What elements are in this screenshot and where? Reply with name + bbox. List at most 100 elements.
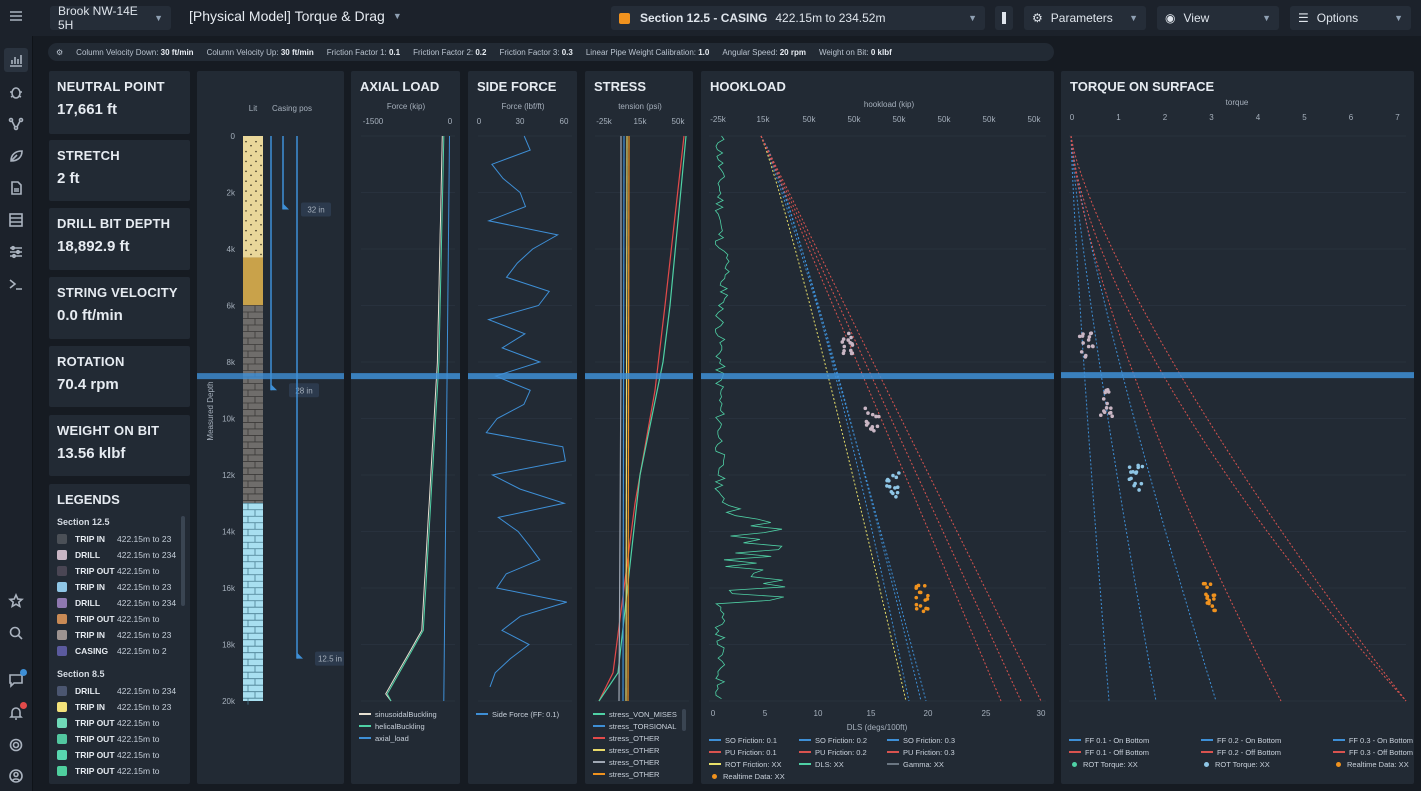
casing-shoe (271, 384, 277, 391)
section-select[interactable]: Section 12.5 - CASING 422.15m to 234.52m… (611, 6, 985, 30)
legend-swatch (57, 630, 67, 640)
legend-label: stress_OTHER (609, 769, 660, 779)
hookload-panel: HOOKLOAD hookload (kip) -25k 15k 50k 50k 50k 5… (701, 71, 1054, 784)
legend-item[interactable]: DRILL 422.15m to 234 (57, 547, 182, 563)
param-item: Friction Factor 3: 0.3 (499, 48, 572, 57)
series-stress-green (598, 135, 687, 702)
legend-entry: SO Friction: 0.1 (709, 734, 799, 746)
realtime-point (885, 484, 889, 488)
realtime-point (846, 338, 851, 342)
param-value: 0.2 (475, 47, 487, 57)
stat-value: 18,892.9 ft (57, 238, 130, 255)
file-icon[interactable] (4, 176, 28, 200)
legend-item[interactable]: TRIP OUT 422.15m to (57, 747, 182, 763)
bug-icon[interactable] (4, 80, 28, 104)
table-icon[interactable] (4, 208, 28, 232)
chart-icon[interactable] (4, 48, 28, 72)
legend-label: FF 0.1 - Off Bottom (1085, 747, 1150, 757)
legend-item[interactable]: TRIP IN 422.15m to 23 (57, 531, 182, 547)
wellbore-chart[interactable]: Lit Casing pos Measured Depth 0 2k 4k 6k 8k 10k 1… (197, 71, 344, 784)
legend-line (359, 737, 371, 739)
x-tick: 0 (477, 117, 482, 126)
legend-item[interactable]: TRIP OUT 422.15m to (57, 731, 182, 747)
lith-dot (245, 229, 247, 232)
stat-label: NEUTRAL POINT (57, 79, 165, 94)
menu-icon[interactable] (4, 4, 28, 28)
section-name: Section 12.5 - CASING (640, 11, 768, 25)
legend-item[interactable]: TRIP IN 422.15m to 23 (57, 579, 182, 595)
search-icon[interactable] (4, 621, 28, 645)
bell-icon[interactable] (4, 701, 28, 725)
model-select[interactable]: [Physical Model] Torque & Drag ▼ (189, 8, 402, 24)
legend-item[interactable]: DRILL 422.15m to 234 (57, 595, 182, 611)
stat-value: 0.0 ft/min (57, 307, 123, 324)
view-button[interactable]: ◉ View ▼ (1157, 6, 1279, 30)
series-helical-buckling (386, 135, 445, 702)
legend-item[interactable]: TRIP OUT 422.15m to (57, 763, 182, 779)
x-axis-label: torque (1226, 98, 1249, 107)
lith-dot (255, 140, 257, 143)
star-icon[interactable] (4, 589, 28, 613)
torque-chart[interactable]: torque 0 1 2 3 4 5 6 7 (1061, 71, 1414, 784)
realtime-point (918, 604, 923, 608)
legend-entry: ROT Friction: XX (709, 758, 799, 770)
chevron-down-icon: ▼ (1129, 13, 1138, 23)
panel-toggle-button[interactable] (995, 6, 1013, 30)
legend-line (1333, 739, 1345, 741)
legend-range: 422.15m to (117, 718, 160, 728)
terminal-icon[interactable] (4, 272, 28, 296)
legend-item[interactable]: TRIP IN 422.15m to 23 (57, 699, 182, 715)
legend-range: 422.15m to 234 (117, 686, 177, 696)
legend-line (593, 737, 605, 739)
realtime-point (894, 475, 899, 480)
series-axial-load (443, 135, 450, 702)
legend-swatch (57, 766, 67, 776)
sliders-icon[interactable] (4, 240, 28, 264)
legend-label: ROT Torque: XX (1083, 759, 1138, 769)
stress-chart[interactable]: tension (psi) -25k 15k 50k (585, 71, 693, 784)
realtime-point (1212, 597, 1216, 601)
legend-entry: stress_VON_MISES (593, 708, 677, 720)
network-icon[interactable] (4, 112, 28, 136)
legend-item[interactable]: TRIP IN 422.15m to 23 (57, 627, 182, 643)
x-tick: 50k (983, 115, 997, 124)
realtime-point (1081, 332, 1085, 336)
legend-label: FF 0.3 - On Bottom (1348, 735, 1413, 745)
legend-label: FF 0.1 - On Bottom (1085, 735, 1150, 745)
realtime-point (887, 484, 892, 489)
legend-range: 422.15m to (117, 750, 160, 760)
realtime-point (848, 348, 853, 353)
param-label: Weight on Bit: (818, 47, 871, 57)
legend-line (1069, 739, 1081, 741)
realtime-point (866, 421, 870, 425)
leaf-icon[interactable] (4, 144, 28, 168)
parameters-button[interactable]: ⚙ Parameters ▼ (1024, 6, 1146, 30)
realtime-point (1129, 470, 1133, 474)
legends-scrollbar[interactable] (181, 516, 185, 606)
side-force-legend: Side Force (FF: 0.1) (476, 708, 559, 720)
legend-line (1333, 751, 1345, 753)
well-select[interactable]: Brook NW-14E 5H ▼ (50, 4, 171, 32)
options-button[interactable]: ☰ Options ▼ (1290, 6, 1411, 30)
axial-load-chart[interactable]: Force (kip)-1500 0 (351, 71, 460, 784)
legend-label: TRIP OUT (75, 750, 115, 760)
stat-value: 2 ft (57, 170, 80, 187)
hookload-title: HOOKLOAD (710, 79, 786, 94)
torque-title: TORQUE ON SURFACE (1070, 79, 1215, 94)
legend-item[interactable]: TRIP OUT 422.15m to (57, 715, 182, 731)
param-item: Column Velocity Up: 30 ft/min (207, 48, 314, 57)
chat-icon[interactable] (4, 668, 28, 692)
side-force-chart[interactable]: Force (lbf/ft) 0 30 60 (468, 71, 577, 784)
realtime-point (1136, 463, 1140, 468)
legend-entry: stress_TORSIONAL (593, 720, 677, 732)
parameters-summary-bar[interactable]: ⚙ Column Velocity Down: 30 ft/min Column … (48, 43, 1054, 61)
user-icon[interactable] (4, 764, 28, 788)
legend-item[interactable]: TRIP OUT 422.15m to (57, 611, 182, 627)
param-item: Column Velocity Down: 30 ft/min (76, 48, 193, 57)
lith-dot (250, 184, 252, 186)
legend-item[interactable]: TRIP OUT 422.15m to (57, 563, 182, 579)
legend-item[interactable]: DRILL 422.15m to 234 (57, 683, 182, 699)
legend-item[interactable]: CASING 422.15m to 2 (57, 643, 182, 659)
hookload-chart[interactable]: hookload (kip) -25k 15k 50k 50k 50k 50k 50k 50k 0… (701, 71, 1054, 784)
settings-icon[interactable] (4, 733, 28, 757)
